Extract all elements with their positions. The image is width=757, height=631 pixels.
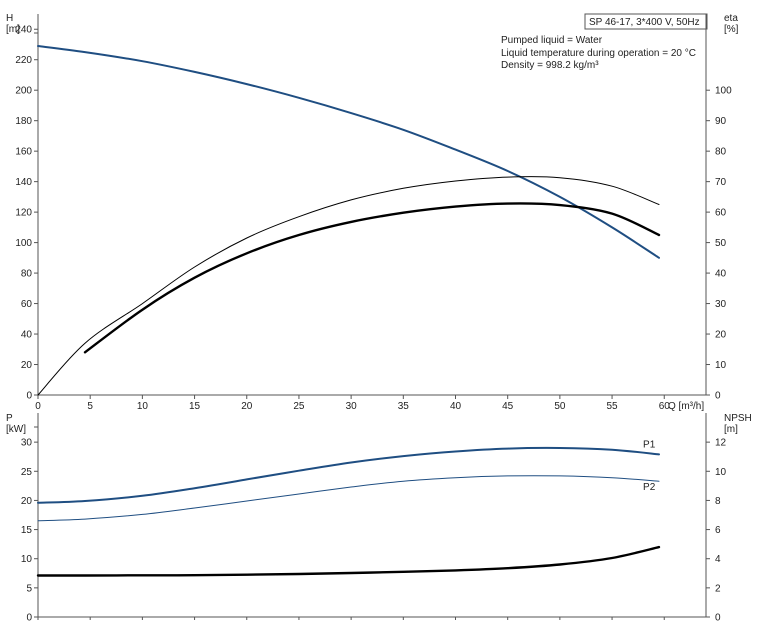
y2-tick-label: 100 bbox=[715, 86, 732, 97]
y-tick-label: 30 bbox=[21, 438, 33, 449]
y-tick-label: 220 bbox=[15, 55, 32, 66]
y2-tick-label: 80 bbox=[715, 147, 727, 158]
x-tick-label: 60 bbox=[659, 401, 671, 412]
y2-tick-label: 12 bbox=[715, 438, 727, 449]
y2-tick-label: 4 bbox=[715, 554, 721, 565]
y-tick-label: 140 bbox=[15, 177, 32, 188]
series-label-p2: P2 bbox=[643, 482, 656, 493]
series-line-head bbox=[37, 45, 660, 259]
series-line-eta-thick bbox=[83, 202, 661, 354]
y-tick-label: 10 bbox=[21, 554, 33, 565]
y2-axis-title: [%] bbox=[724, 24, 739, 35]
y2-tick-label: 70 bbox=[715, 177, 727, 188]
x-tick-label: 5 bbox=[87, 401, 93, 412]
y2-tick-label: 0 bbox=[715, 613, 721, 624]
info-line-density: Density = 998.2 kg/m³ bbox=[501, 60, 599, 71]
y2-tick-label: 90 bbox=[715, 116, 727, 127]
x-axis-title: Q [m³/h] bbox=[668, 401, 704, 412]
y-tick-label: 60 bbox=[21, 299, 33, 310]
y2-tick-label: 10 bbox=[715, 360, 727, 371]
y-tick-label: 0 bbox=[26, 391, 32, 402]
series-line-npsh bbox=[36, 545, 661, 577]
y2-tick-label: 0 bbox=[715, 391, 721, 402]
x-tick-label: 55 bbox=[607, 401, 619, 412]
x-tick-label: 35 bbox=[398, 401, 410, 412]
y-tick-label: 15 bbox=[21, 525, 33, 536]
x-tick-label: 25 bbox=[293, 401, 305, 412]
y2-tick-label: 50 bbox=[715, 238, 727, 249]
y-tick-label: 0 bbox=[26, 613, 32, 624]
y-tick-label: 100 bbox=[15, 238, 32, 249]
y-tick-label: 5 bbox=[26, 583, 32, 594]
x-tick-label: 45 bbox=[502, 401, 514, 412]
y2-axis-title: [m] bbox=[724, 424, 738, 435]
y2-tick-label: 10 bbox=[715, 467, 727, 478]
y2-axis-title: eta bbox=[724, 13, 738, 24]
y-tick-label: 200 bbox=[15, 86, 32, 97]
y-tick-label: 160 bbox=[15, 147, 32, 158]
y2-tick-label: 20 bbox=[715, 330, 727, 341]
y2-tick-label: 60 bbox=[715, 208, 727, 219]
y-tick-label: 120 bbox=[15, 208, 32, 219]
power-npsh-chart: P[kW] NPSH[m] 0 5 10 15 20 25 30 0 2 4 6 8 10 12 P1 P2 bbox=[6, 413, 752, 624]
y-axis-title: P bbox=[6, 413, 13, 424]
y2-tick-label: 40 bbox=[715, 269, 727, 280]
info-line-temperature: Liquid temperature during operation = 20… bbox=[501, 48, 696, 59]
series-line-p1 bbox=[37, 446, 660, 504]
y-tick-label: 40 bbox=[21, 330, 33, 341]
model-label: SP 46-17, 3*400 V, 50Hz bbox=[589, 17, 700, 28]
y-tick-label: 20 bbox=[21, 496, 33, 507]
x-tick-label: 0 bbox=[35, 401, 41, 412]
y2-tick-label: 8 bbox=[715, 496, 721, 507]
x-tick-label: 15 bbox=[189, 401, 201, 412]
x-tick-label: 40 bbox=[450, 401, 462, 412]
model-label-box bbox=[584, 13, 708, 30]
y-tick-label: 80 bbox=[21, 269, 33, 280]
x-tick-label: 10 bbox=[137, 401, 149, 412]
y2-tick-label: 2 bbox=[715, 583, 721, 594]
x-tick-label: 20 bbox=[241, 401, 253, 412]
y2-tick-label: 6 bbox=[715, 525, 721, 536]
y-tick-label: 25 bbox=[21, 467, 33, 478]
x-tick-label: 50 bbox=[554, 401, 566, 412]
y-tick-label: 20 bbox=[21, 360, 33, 371]
y2-tick-label: 30 bbox=[715, 299, 727, 310]
y-axis-title: H bbox=[6, 13, 13, 24]
y-axis-title: [kW] bbox=[6, 424, 26, 435]
info-line-liquid: Pumped liquid = Water bbox=[501, 35, 603, 46]
series-line-eta-thin bbox=[37, 176, 660, 396]
y-axis-title: [m] bbox=[6, 24, 20, 35]
y-tick-label: 180 bbox=[15, 116, 32, 127]
y-tick-label: 240 bbox=[15, 25, 32, 36]
x-tick-label: 30 bbox=[346, 401, 358, 412]
series-line-p2 bbox=[37, 475, 660, 522]
y2-axis-title: NPSH bbox=[724, 413, 752, 424]
head-efficiency-chart: H[m]eta[%]020406080100120140160180200220… bbox=[6, 13, 739, 412]
series-label-p1: P1 bbox=[643, 439, 656, 450]
